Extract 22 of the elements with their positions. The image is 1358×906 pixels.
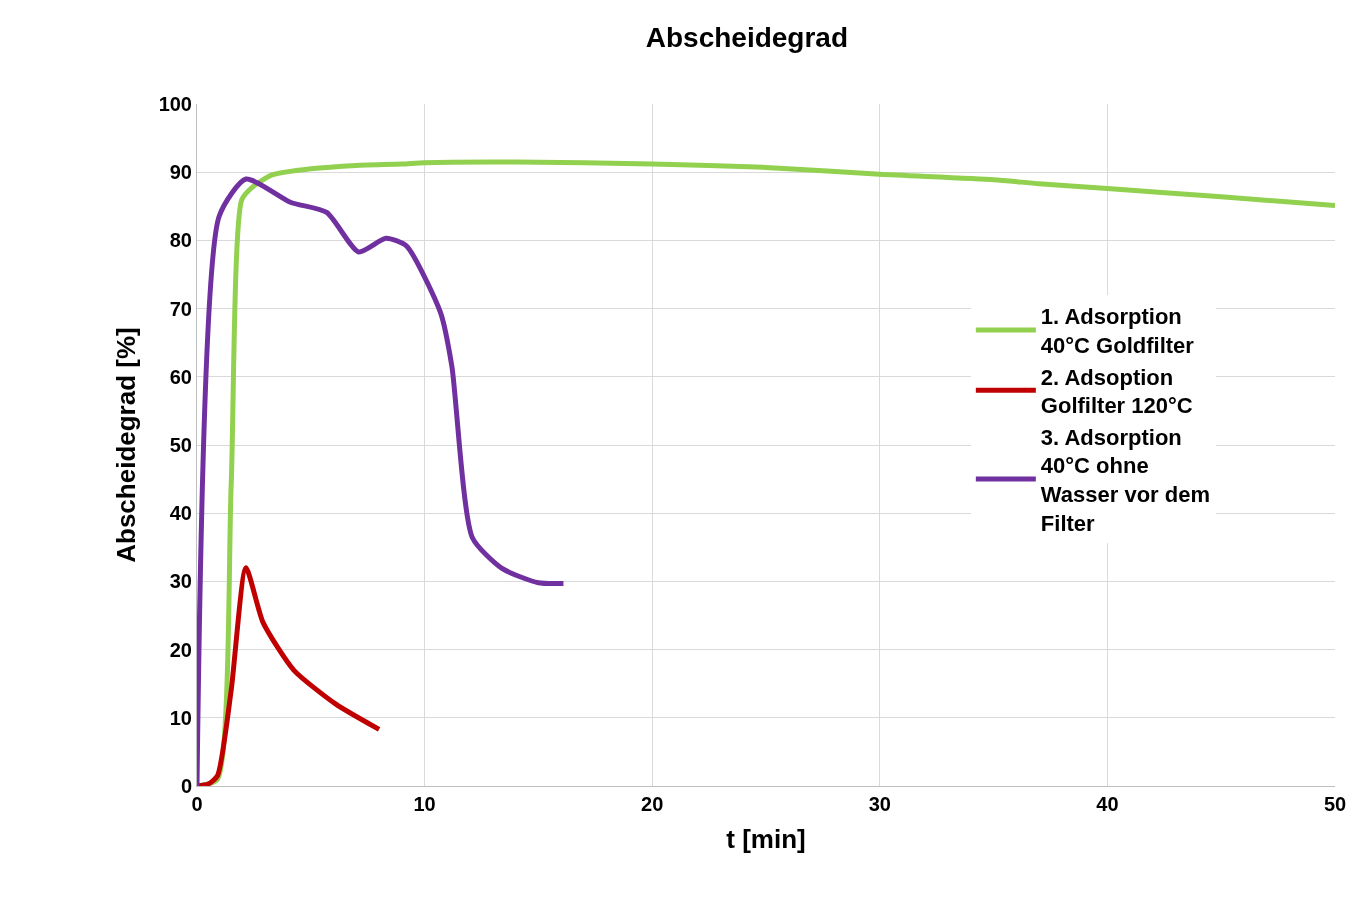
y-tick-label: 30 <box>169 570 192 593</box>
x-tick-label: 20 <box>641 793 664 815</box>
y-axis-title: Abscheidegrad [%] <box>111 327 142 563</box>
chart-title: Abscheidegrad <box>645 21 849 53</box>
x-tick-label: 40 <box>1096 793 1119 815</box>
x-tick-label: 30 <box>868 793 891 815</box>
y-tick-label: 70 <box>169 297 192 320</box>
legend-label: 2. Adsoption Golfilter 120°C <box>1040 364 1193 419</box>
y-tick-label: 0 <box>180 775 192 797</box>
y-tick-label: 50 <box>169 434 192 456</box>
x-tick-label: 50 <box>1323 793 1347 815</box>
y-tick-label: 20 <box>169 638 192 661</box>
y-tick-label: 90 <box>169 161 192 184</box>
y-tick-label: 60 <box>169 365 192 388</box>
legend-label: 3. Adsorption 40°C ohne Wasser vor dem Filter <box>1040 424 1210 536</box>
legend-label: 1. Adsorption 40°C Goldfilter <box>1040 304 1195 358</box>
y-tick-label: 80 <box>169 229 192 252</box>
y-tick-label: 10 <box>169 706 192 729</box>
x-tick-label: 10 <box>413 793 436 815</box>
x-axis-title: t [min] <box>726 823 806 854</box>
y-tick-label: 100 <box>158 93 192 115</box>
y-tick-label: 40 <box>169 502 192 525</box>
